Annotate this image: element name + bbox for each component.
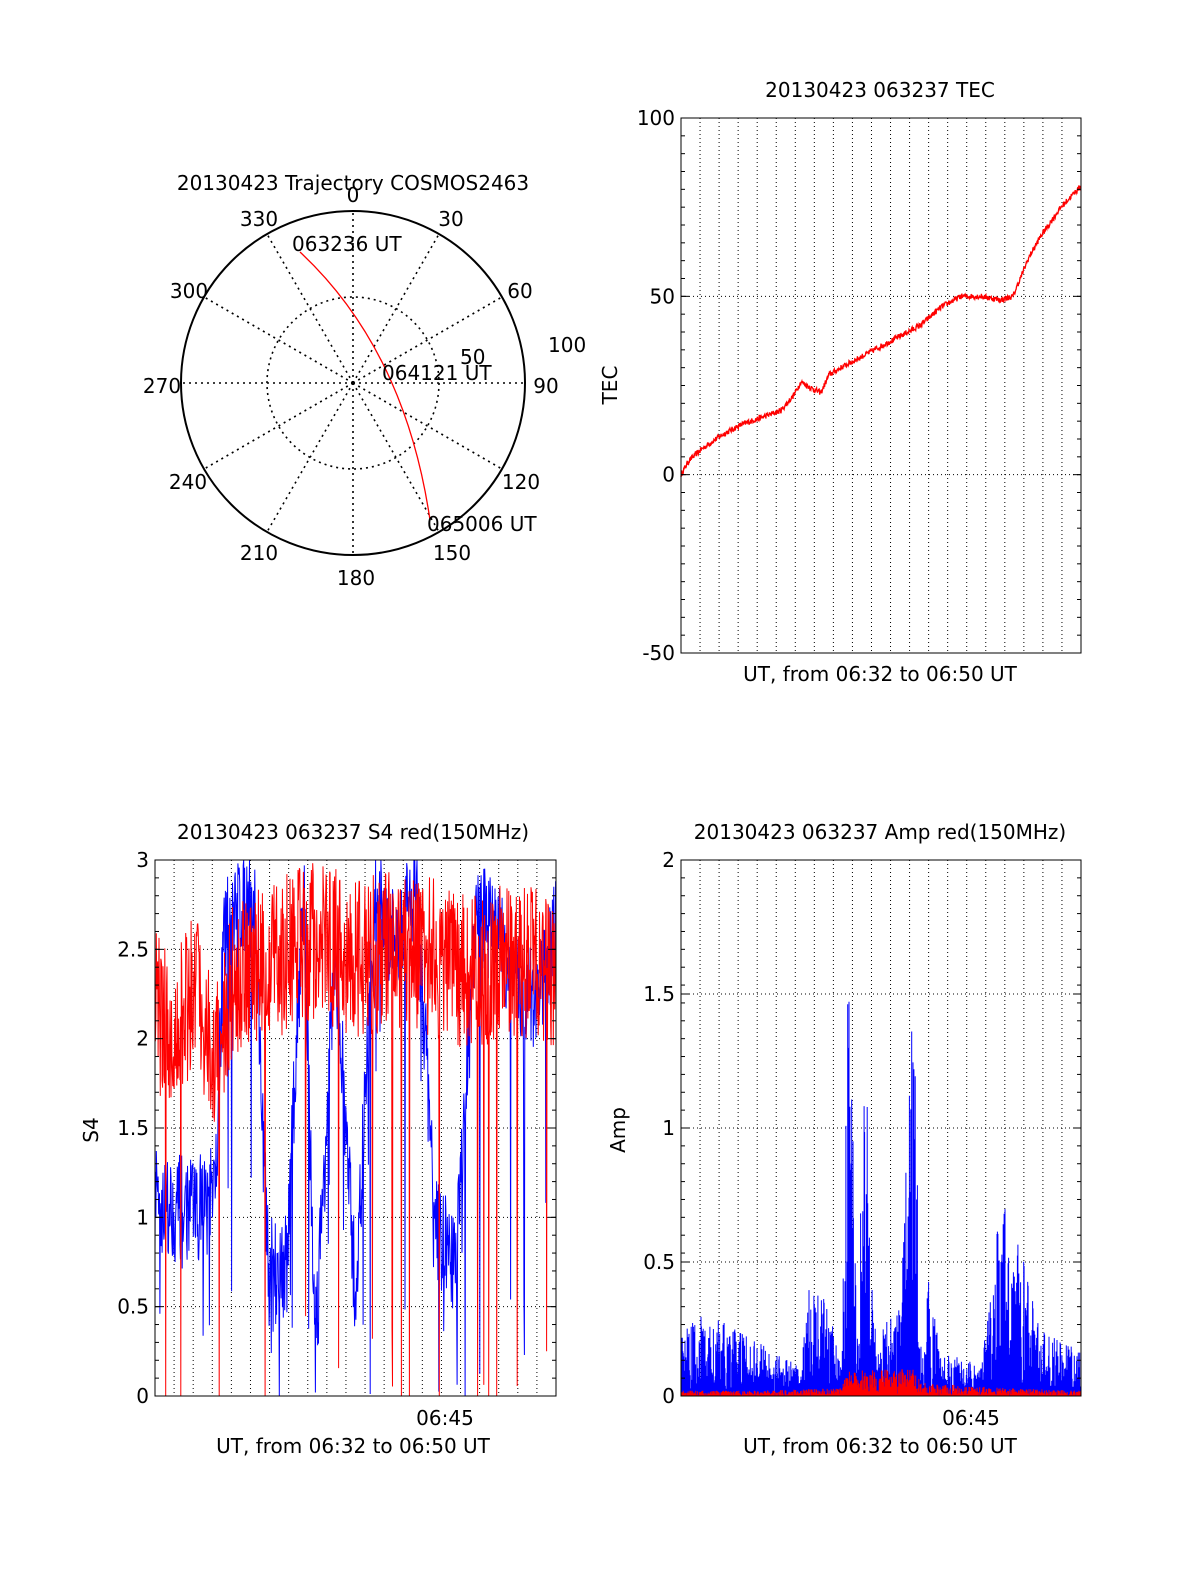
tec-title: 20130423 063237 TEC — [765, 78, 995, 102]
polar-spoke-60 — [352, 296, 503, 384]
s4-y-tick-label: 2.5 — [117, 937, 149, 961]
s4-y-tick-label: 3 — [136, 848, 149, 872]
polar-spoke-300 — [203, 296, 354, 384]
s4-y-tick-label: 2 — [136, 1027, 149, 1051]
s4-y-tick-label: 1.5 — [117, 1116, 149, 1140]
amp-y-tick-label: 0 — [662, 1384, 675, 1408]
amp-series — [680, 1001, 1082, 1396]
azimuth-label-60: 60 — [507, 279, 532, 303]
polar-azimuth-labels: 0 30 60 90 120 150 180 210 240 270 300 330 — [143, 183, 559, 590]
s4-title: 20130423 063237 S4 red(150MHz) — [177, 820, 529, 844]
amp-title: 20130423 063237 Amp red(150MHz) — [694, 820, 1066, 844]
tec-series-0 — [680, 185, 1082, 478]
azimuth-label-30: 30 — [438, 207, 463, 231]
amp-x-tick-label: 06:45 — [942, 1406, 1000, 1430]
tec-y-tick-label: 0 — [662, 463, 675, 487]
satellite-trajectory-line — [299, 251, 431, 521]
amp-grid — [681, 860, 1081, 1396]
tec-chart: 20130423 063237 TEC 100 50 0 -50 TEC UT, fr… — [598, 78, 1082, 686]
tec-plot-frame — [680, 117, 1082, 654]
azimuth-label-0: 0 — [347, 183, 360, 207]
tec-grid — [681, 118, 1081, 653]
tec-x-axis-label: UT, from 06:32 to 06:50 UT — [743, 662, 1018, 686]
tec-y-tick-label: 50 — [650, 284, 675, 308]
amp-series-0 — [680, 1001, 1082, 1396]
s4-series-0 — [154, 859, 557, 1397]
s4-y-tick-label: 1 — [136, 1205, 149, 1229]
azimuth-label-150: 150 — [433, 541, 471, 565]
amp-x-axis-label: UT, from 06:32 to 06:50 UT — [743, 1434, 1018, 1458]
trajectory-start-label: 063236 UT — [292, 232, 402, 256]
trajectory-end-label: 065006 UT — [427, 512, 537, 536]
polar-outer-circle — [180, 210, 526, 556]
azimuth-label-330: 330 — [240, 207, 278, 231]
tec-series — [680, 185, 1082, 478]
azimuth-label-300: 300 — [170, 279, 208, 303]
azimuth-label-240: 240 — [169, 470, 207, 494]
s4-y-tick-label: 0.5 — [117, 1295, 149, 1319]
s4-x-axis-label: UT, from 06:32 to 06:50 UT — [216, 1434, 491, 1458]
s4-chart: 20130423 063237 S4 red(150MHz) 3 2.5 2 1.5 1… — [79, 820, 557, 1458]
azimuth-label-90: 90 — [533, 374, 558, 398]
azimuth-label-270: 270 — [143, 374, 181, 398]
s4-x-tick-label: 06:45 — [416, 1406, 474, 1430]
polar-spoke-30 — [352, 233, 440, 384]
s4-series-1 — [154, 863, 557, 1397]
amp-y-tick-label: 1 — [662, 1116, 675, 1140]
amp-y-ticks: 2 1.5 1 0.5 0 — [643, 848, 1081, 1408]
tec-y-ticks: 100 50 0 -50 — [637, 106, 1081, 665]
azimuth-label-180: 180 — [337, 566, 375, 590]
s4-y-ticks: 3 2.5 2 1.5 1 0.5 0 — [117, 848, 556, 1408]
s4-y-tick-label: 0 — [136, 1384, 149, 1408]
tec-y-tick-label: -50 — [642, 641, 675, 665]
polar-title: 20130423 Trajectory COSMOS2463 — [177, 171, 529, 195]
polar-spoke-150 — [352, 382, 440, 533]
polar-spoke-210 — [266, 382, 354, 533]
polar-spokes — [181, 211, 525, 555]
amp-y-tick-label: 1.5 — [643, 982, 675, 1006]
s4-y-axis-label: S4 — [79, 1117, 103, 1142]
tec-y-tick-label: 100 — [637, 106, 675, 130]
s4-series — [154, 859, 557, 1397]
azimuth-label-210: 210 — [240, 541, 278, 565]
tec-y-axis-label: TEC — [598, 366, 622, 406]
azimuth-label-120: 120 — [502, 470, 540, 494]
polar-spoke-240 — [203, 382, 354, 470]
polar-radial-label-50: 50 — [460, 345, 485, 369]
polar-trajectory-panel: 20130423 Trajectory COSMOS2463 0 30 60 90 12… — [143, 171, 586, 590]
trajectory-middle-label: 064121 UT — [382, 361, 492, 385]
amp-chart: 20130423 063237 Amp red(150MHz) 2 1.5 1 0.5… — [606, 820, 1082, 1458]
amp-y-axis-label: Amp — [606, 1107, 630, 1153]
polar-radial-label-100: 100 — [548, 333, 586, 357]
amp-y-tick-label: 2 — [662, 848, 675, 872]
amp-y-tick-label: 0.5 — [643, 1250, 675, 1274]
polar-spoke-330 — [266, 233, 354, 384]
polar-spoke-120 — [352, 382, 503, 470]
